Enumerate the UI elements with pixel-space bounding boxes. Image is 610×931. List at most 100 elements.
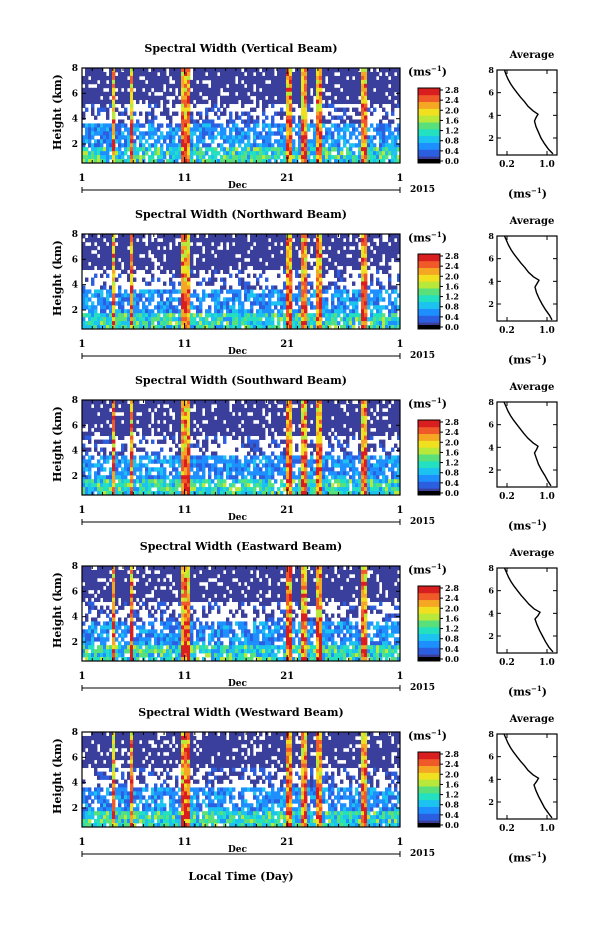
colorbar-unit: (ms−1): [408, 64, 448, 79]
avg-y-tick-label: 2: [488, 631, 494, 641]
colorbar-tick-label: 0.0: [445, 820, 459, 830]
y-tick-label: 2: [72, 804, 78, 814]
colorbar: 0.00.40.81.21.62.02.42.8: [417, 583, 459, 664]
x-tick-label: 1: [79, 173, 86, 184]
avg-y-tick-label: 8: [488, 65, 494, 75]
year-label: 2015: [410, 185, 436, 195]
y-tick-label: 2: [72, 306, 78, 316]
x-tick-label: 1: [397, 339, 404, 350]
avg-x-tick-label: 1.0: [539, 658, 555, 668]
average-profile-plot: 2 4 6 8 0.2 1.0: [488, 729, 558, 834]
average-profile-line: [503, 401, 552, 487]
x-tick-label: 1: [79, 837, 86, 848]
x-tick-label: 11: [178, 505, 192, 516]
heatmap: [82, 732, 401, 828]
colorbar-tick-label: 0.0: [445, 654, 459, 664]
avg-x-tick-label: 0.2: [499, 658, 515, 668]
colorbar-tick-label: 2.4: [445, 261, 459, 271]
avg-y-tick-label: 4: [488, 608, 494, 618]
avg-y-tick-label: 2: [488, 299, 494, 309]
y-tick-label: 8: [72, 396, 78, 406]
avg-y-tick-label: 4: [488, 276, 494, 286]
avg-y-tick-label: 4: [488, 774, 494, 784]
y-tick-label: 6: [72, 89, 78, 99]
y-tick-label: 4: [72, 281, 78, 291]
panel-title: Spectral Width (Northward Beam): [135, 208, 347, 221]
colorbar-tick-label: 2.0: [445, 271, 459, 281]
colorbar: 0.00.40.81.21.62.02.42.8: [417, 417, 459, 498]
colorbar-tick-label: 2.0: [445, 105, 459, 115]
avg-x-tick-label: 0.2: [499, 492, 515, 502]
chart-panel: Spectral Width (Vertical Beam) Height (km…: [0, 42, 610, 234]
x-tick-label: 11: [178, 173, 192, 184]
x-axis-label: Local Time (Day): [188, 870, 294, 883]
average-x-label: (ms−1): [508, 186, 548, 201]
x-tick-label: 1: [79, 505, 86, 516]
y-tick-label: 6: [72, 753, 78, 763]
chart-panel: Spectral Width (Westward Beam) Height (km…: [0, 706, 610, 898]
y-tick-label: 6: [72, 255, 78, 265]
colorbar-tick-label: 0.4: [445, 478, 459, 488]
avg-x-tick-label: 1.0: [539, 326, 555, 336]
year-label: 2015: [410, 683, 436, 693]
average-title: Average: [509, 382, 555, 393]
year-label: 2015: [410, 849, 436, 859]
average-profile-line: [503, 69, 554, 155]
colorbar-tick-label: 1.2: [445, 790, 459, 800]
year-label: 2015: [410, 517, 436, 527]
colorbar-tick-label: 0.4: [445, 312, 459, 322]
heatmap-frame: [81, 565, 401, 662]
average-x-label: (ms−1): [508, 518, 548, 533]
colorbar-tick-label: 0.8: [445, 800, 459, 810]
colorbar-tick-label: 2.4: [445, 759, 459, 769]
avg-x-tick-label: 1.0: [539, 492, 555, 502]
chart-panel: Spectral Width (Eastward Beam) Height (km…: [0, 540, 610, 732]
colorbar-tick-label: 0.8: [445, 468, 459, 478]
colorbar-unit: (ms−1): [408, 562, 448, 577]
colorbar-tick-label: 2.4: [445, 593, 459, 603]
average-profile-line: [503, 567, 554, 653]
colorbar: 0.00.40.81.21.62.02.42.8: [417, 85, 459, 166]
y-tick-label: 4: [72, 613, 78, 623]
x-tick-label: 11: [178, 671, 192, 682]
year-label: 2015: [410, 351, 436, 361]
x-tick-label: 1: [397, 671, 404, 682]
heatmap-frame: [81, 67, 401, 164]
month-label: Dec: [228, 679, 248, 689]
avg-y-tick-label: 8: [488, 729, 494, 739]
colorbar-tick-label: 1.6: [445, 447, 459, 457]
colorbar-tick-label: 2.8: [445, 583, 459, 593]
colorbar-tick-label: 2.8: [445, 85, 459, 95]
colorbar-tick-label: 0.4: [445, 810, 459, 820]
avg-y-tick-label: 2: [488, 133, 494, 143]
colorbar-tick-label: 0.0: [445, 322, 459, 332]
colorbar-tick-label: 2.8: [445, 251, 459, 261]
y-tick-label: 2: [72, 472, 78, 482]
colorbar-unit: (ms−1): [408, 396, 448, 411]
x-tick-label: 1: [397, 837, 404, 848]
x-tick-label: 21: [280, 339, 294, 350]
heatmap: [82, 234, 401, 330]
x-tick-label: 21: [280, 671, 294, 682]
colorbar-unit: (ms−1): [408, 728, 448, 743]
x-tick-label: 21: [280, 505, 294, 516]
colorbar-tick-label: 2.4: [445, 95, 459, 105]
avg-y-tick-label: 4: [488, 110, 494, 120]
y-tick-label: 8: [72, 230, 78, 240]
avg-x-tick-label: 0.2: [499, 824, 515, 834]
colorbar-tick-label: 1.6: [445, 613, 459, 623]
average-title: Average: [509, 548, 555, 559]
heatmap: [82, 400, 401, 496]
x-tick-label: 1: [79, 339, 86, 350]
average-profile-line: [503, 733, 553, 819]
colorbar-tick-label: 0.4: [445, 644, 459, 654]
average-title: Average: [509, 714, 555, 725]
colorbar-tick-label: 2.8: [445, 417, 459, 427]
colorbar-tick-label: 1.2: [445, 458, 459, 468]
avg-y-tick-label: 8: [488, 397, 494, 407]
colorbar: 0.00.40.81.21.62.02.42.8: [417, 251, 459, 332]
y-tick-label: 4: [72, 779, 78, 789]
colorbar-tick-label: 1.6: [445, 115, 459, 125]
